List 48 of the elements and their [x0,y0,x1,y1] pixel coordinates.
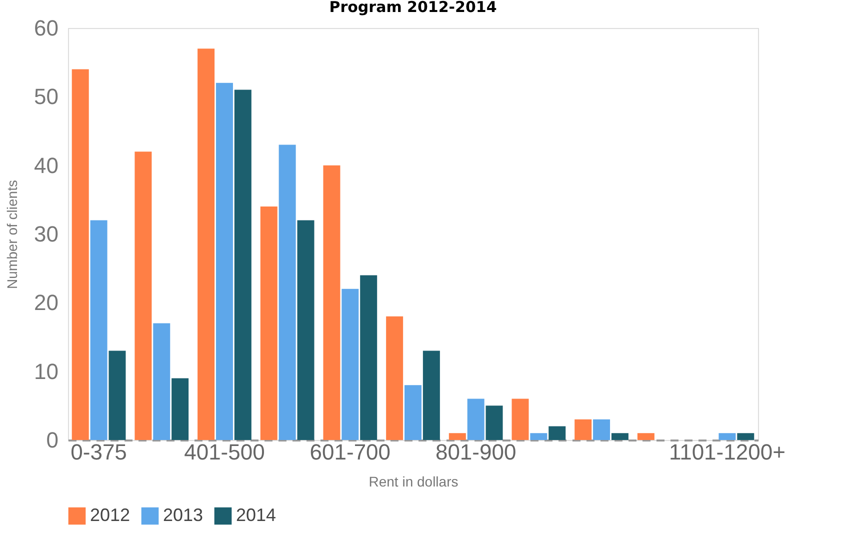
bar [134,152,152,440]
bar [611,433,628,440]
x-tick-label: 1101-1200+ [668,440,786,464]
y-tick-label: 40 [34,152,58,178]
bar [574,419,592,440]
bar [72,69,89,440]
bar [404,385,422,440]
chart-title: Program 2012-2014 [329,0,497,16]
y-tick-label: 20 [34,290,58,316]
bar [593,419,610,440]
y-axis-title: Number of clients [4,180,20,289]
bar [448,433,466,440]
bar [297,220,314,440]
y-tick-label: 30 [34,222,58,246]
bar [278,144,296,440]
x-tick-label: 401-500 [184,440,265,464]
x-tick-label: 0-375 [70,440,127,464]
bar [548,426,566,440]
bar [486,406,503,440]
bar [422,350,440,440]
bar [198,48,215,440]
bar [360,275,378,440]
bar [90,220,108,440]
bar [260,206,278,440]
bar [467,398,484,440]
bar [342,288,359,440]
bar [216,82,233,440]
bar [530,433,548,440]
bar [637,433,654,440]
x-axis-title: Rent in dollars [368,474,458,490]
bar [737,433,754,440]
y-tick-label: 50 [34,84,58,110]
bar [323,165,340,440]
bar [172,378,189,440]
bar [153,323,170,440]
bar [234,90,252,440]
legend-label: 2013 [163,505,204,525]
bar [386,316,404,440]
legend-label: 2014 [236,505,276,525]
bar [108,350,126,440]
y-tick-label: 60 [34,16,58,40]
y-tick-label: 0 [46,428,58,452]
legend-label: 2012 [90,505,130,525]
x-tick-label: 601-700 [310,440,391,464]
bar [512,398,529,440]
bar [718,433,736,440]
y-tick-label: 10 [34,358,58,384]
x-tick-label: 801-900 [435,440,516,464]
